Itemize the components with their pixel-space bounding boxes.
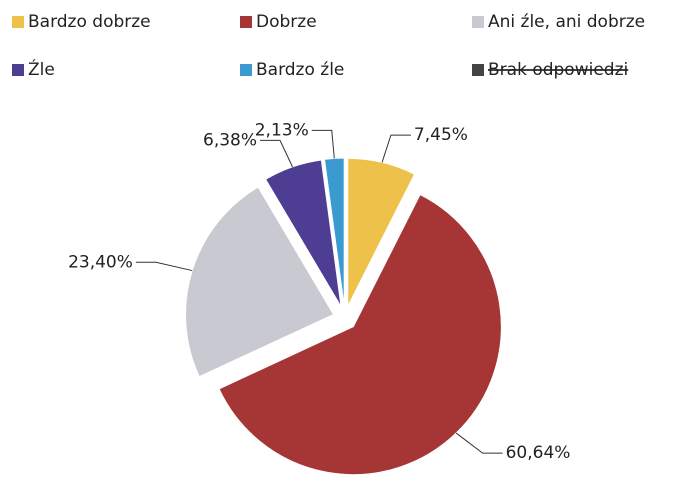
legend-label: Ani źle, ani dobrze — [488, 12, 645, 32]
data-label: 2,13% — [255, 120, 309, 140]
legend-label: Źle — [28, 58, 55, 80]
legend-swatch — [240, 16, 252, 28]
data-label: 6,38% — [203, 130, 257, 150]
leader-line — [260, 139, 293, 168]
legend-swatch — [472, 64, 484, 76]
legend-label: Brak odpowiedzi — [488, 60, 628, 80]
legend-swatch — [12, 16, 24, 28]
leader-line — [455, 432, 503, 454]
leader-line — [381, 134, 411, 163]
data-label: 23,40% — [68, 252, 133, 272]
leader-line — [135, 261, 193, 272]
data-label: 60,64% — [506, 443, 571, 463]
legend-swatch — [472, 16, 484, 28]
data-label: 7,45% — [414, 125, 468, 145]
pie-slice — [264, 159, 342, 307]
pie-slice — [347, 157, 416, 307]
leader-line — [311, 129, 335, 159]
legend-swatch — [240, 64, 252, 76]
legend-swatch — [12, 64, 24, 76]
legend-label: Bardzo źle — [256, 60, 344, 80]
legend-label: Bardzo dobrze — [28, 12, 151, 32]
legend-label: Dobrze — [256, 12, 317, 32]
